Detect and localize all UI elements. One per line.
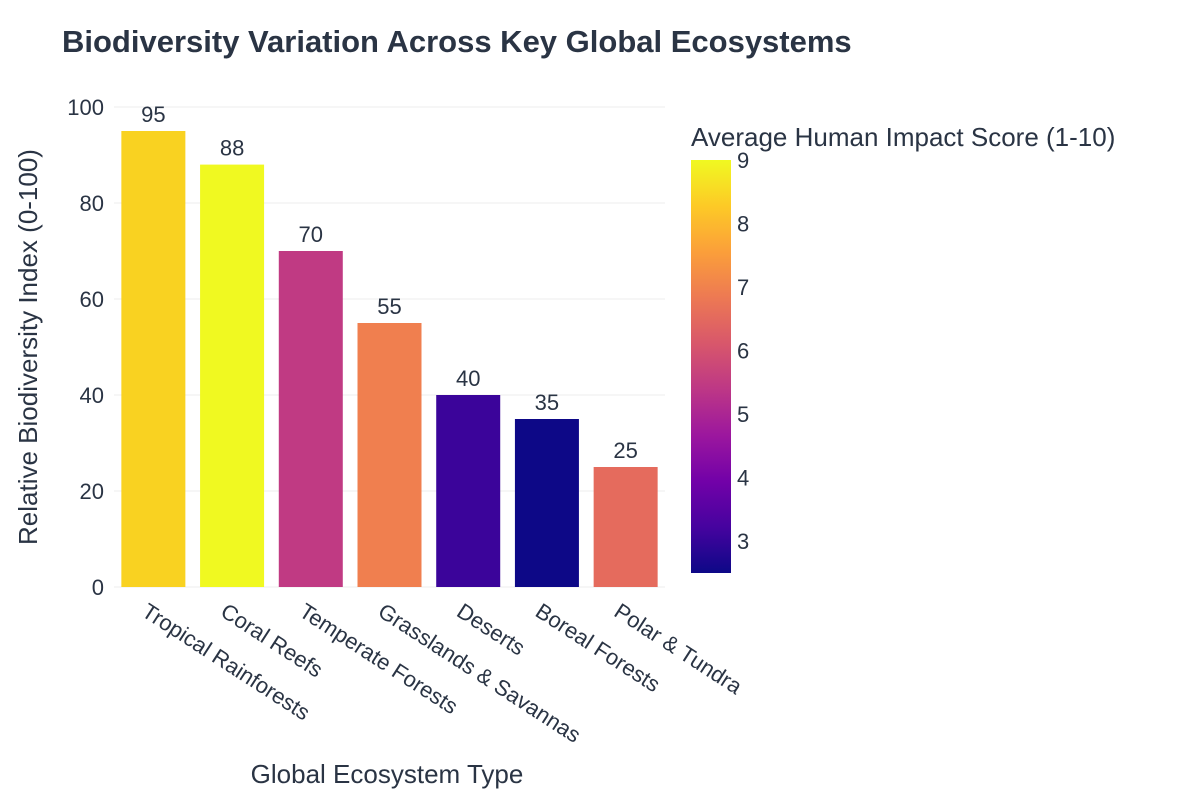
- colorbar-tick-label: 7: [737, 275, 749, 300]
- bar: [278, 251, 343, 587]
- data-label: 70: [299, 222, 323, 247]
- y-tick-label: 20: [80, 479, 104, 504]
- y-tick-label: 40: [80, 383, 104, 408]
- y-tick-label: 0: [92, 575, 104, 600]
- data-label: 88: [220, 136, 244, 161]
- bar: [514, 419, 579, 587]
- colorbar-tick-label: 6: [737, 339, 749, 364]
- data-label: 25: [613, 438, 637, 463]
- colorbar-title: Average Human Impact Score (1-10): [691, 122, 1115, 152]
- data-label: 95: [141, 102, 165, 127]
- chart-title: Biodiversity Variation Across Key Global…: [62, 24, 852, 59]
- y-axis-ticks: 0 20 40 60 80 100: [67, 95, 104, 600]
- x-tick-label: Polar & Tundra: [610, 598, 747, 699]
- bar: [357, 323, 422, 587]
- y-tick-label: 80: [80, 191, 104, 216]
- colorbar: [691, 160, 731, 573]
- colorbar-tick-label: 9: [737, 148, 749, 173]
- data-label: 40: [456, 366, 480, 391]
- colorbar-tick-label: 4: [737, 466, 749, 491]
- y-axis-title: Relative Biodiversity Index (0-100): [13, 149, 43, 545]
- colorbar-tick-label: 3: [737, 529, 749, 554]
- colorbar-tick-label: 8: [737, 212, 749, 237]
- x-axis-title: Global Ecosystem Type: [251, 759, 524, 789]
- bars: [121, 131, 658, 587]
- y-tick-label: 60: [80, 287, 104, 312]
- data-labels: 95 88 70 55 40 35 25: [141, 102, 638, 463]
- y-tick-label: 100: [67, 95, 104, 120]
- data-label: 55: [377, 294, 401, 319]
- colorbar-ticks: 3 4 5 6 7 8 9: [737, 148, 749, 554]
- colorbar-tick-label: 5: [737, 402, 749, 427]
- bar: [436, 395, 501, 587]
- bar: [121, 131, 186, 587]
- bar: [200, 164, 265, 587]
- bar: [593, 467, 658, 587]
- data-label: 35: [535, 390, 559, 415]
